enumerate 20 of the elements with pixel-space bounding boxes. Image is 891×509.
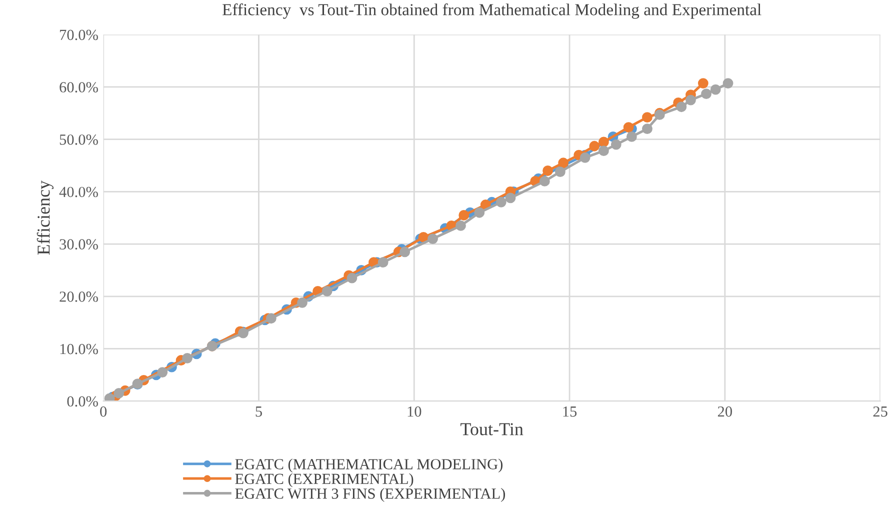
y-tick-label: 60.0% — [60, 82, 98, 92]
x-axis-title: Tout-Tin — [460, 423, 524, 436]
legend-label: EGATC (EXPERIMENTAL) — [235, 473, 414, 488]
y-tick-label: 20.0% — [60, 292, 98, 302]
x-tick-label: 25 — [873, 406, 888, 417]
y-tick-label: 40.0% — [59, 186, 98, 198]
chart-title: Efficiency vs Tout-Tin obtained from Mathematical Modeling and Experimental — [222, 3, 762, 19]
y-tick-label: 70.0% — [60, 30, 98, 40]
x-tick-label: 0 — [100, 406, 107, 417]
x-tick-label: 20 — [718, 406, 732, 417]
legend-label: EGATC WITH 3 FINS (EXPERIMENTAL) — [235, 488, 505, 502]
x-tick-label: 15 — [563, 406, 577, 417]
y-tick-label: 30.0% — [60, 239, 98, 250]
y-tick-label: 50.0% — [60, 134, 98, 145]
y-tick-label: 10.0% — [60, 344, 98, 354]
x-tick-label: 10 — [408, 406, 422, 417]
y-axis-title: Efficiency — [36, 180, 54, 255]
x-tick-label: 5 — [256, 406, 262, 417]
legend-label: EGATC (MATHEMATICAL MODELING) — [235, 458, 502, 472]
y-tick-label: 0.0% — [67, 396, 98, 407]
